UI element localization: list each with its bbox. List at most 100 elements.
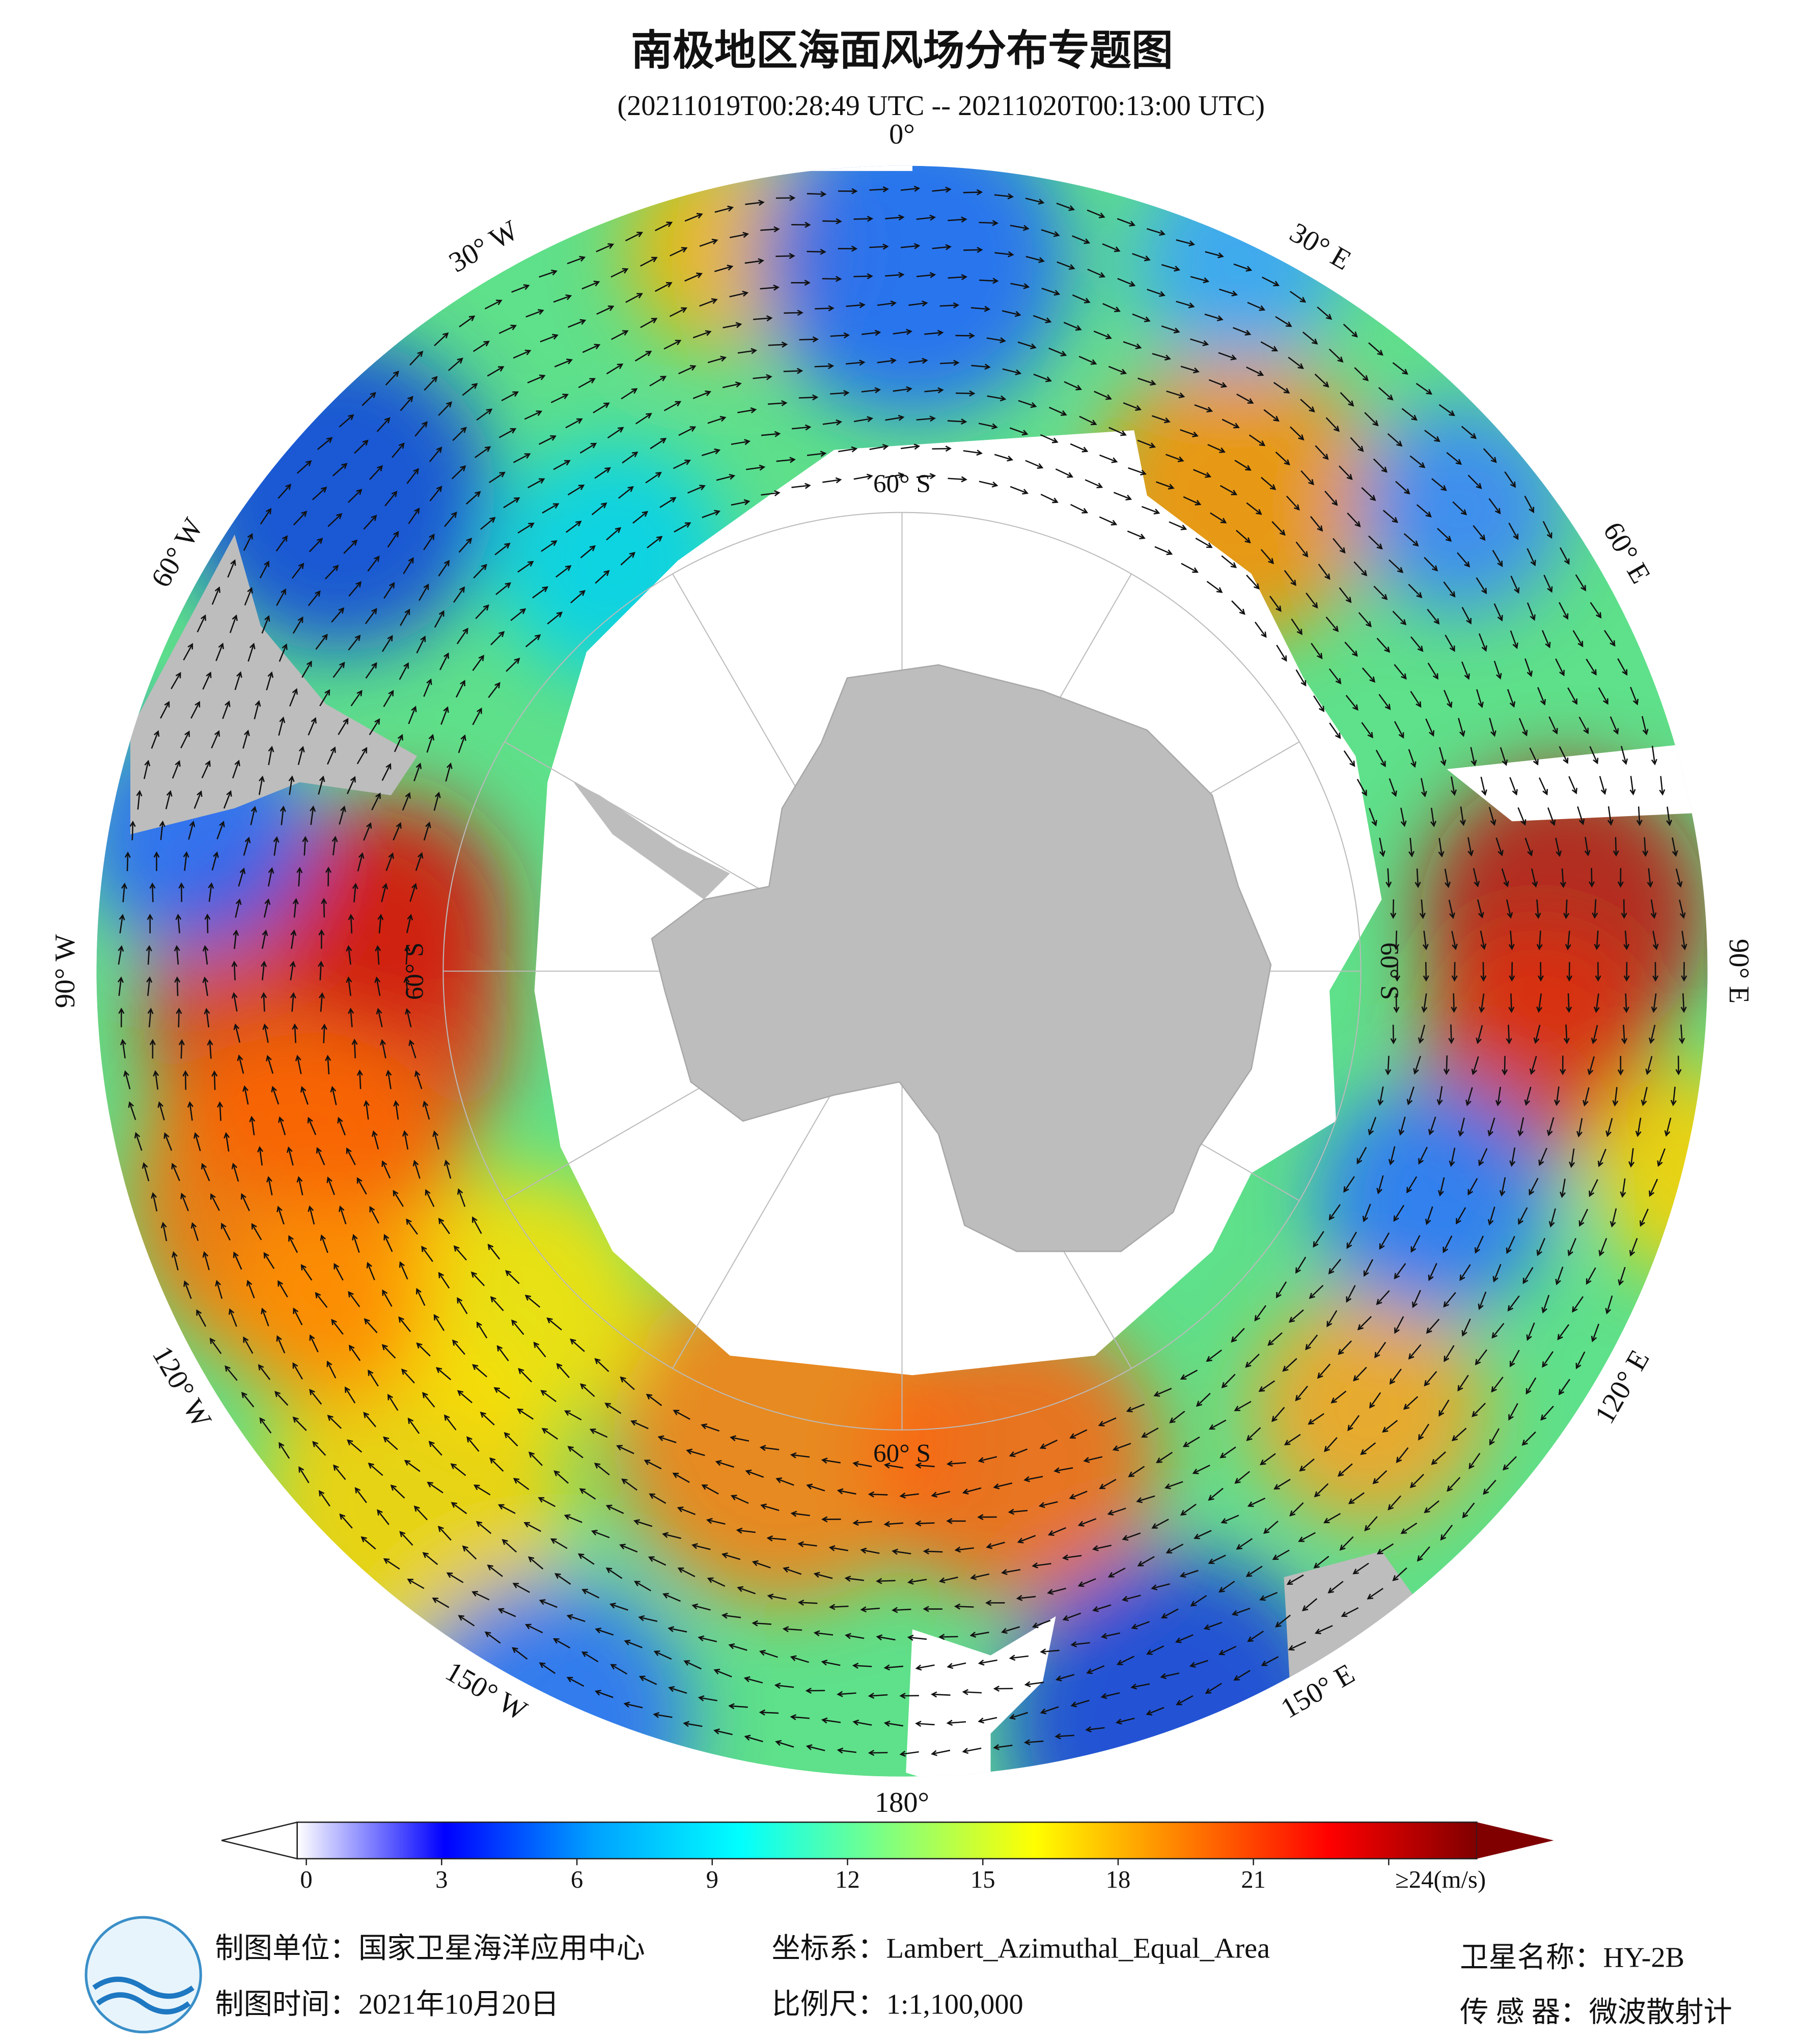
wind-arrow — [634, 350, 652, 362]
wind-arrow — [838, 188, 858, 194]
wind-arrow — [946, 1720, 966, 1726]
wind-arrow — [640, 257, 658, 267]
wind-arrow — [752, 1560, 771, 1569]
wind-arrow — [564, 1514, 582, 1523]
wind-arrow — [837, 1691, 856, 1697]
wind-arrow — [513, 1477, 530, 1490]
wind-arrow — [541, 1427, 559, 1440]
wind-arrow — [1207, 444, 1226, 453]
wind-arrow — [348, 914, 354, 934]
wind-arrow — [581, 1588, 600, 1599]
wind-arrow — [869, 186, 889, 192]
wind-arrow — [1260, 341, 1279, 352]
wind-arrow — [722, 381, 742, 388]
wind-arrow — [1282, 1358, 1297, 1372]
wind-arrow — [1475, 1349, 1488, 1365]
wind-arrow — [691, 1603, 711, 1611]
wind-arrow — [1275, 316, 1292, 327]
wind-arrow — [1461, 661, 1470, 680]
wind-arrow — [1408, 749, 1417, 768]
wind-arrow — [707, 1577, 726, 1587]
wind-arrow — [524, 1623, 543, 1634]
wind-arrow — [1546, 1117, 1555, 1136]
wind-arrow — [1181, 563, 1199, 573]
wind-arrow — [716, 473, 736, 481]
wind-arrow — [1568, 776, 1577, 795]
wind-arrow — [1659, 776, 1666, 796]
wind-arrow — [302, 836, 309, 856]
wind-arrow — [1411, 1290, 1421, 1308]
wind-arrow — [1392, 362, 1408, 375]
wind-arrow — [1233, 327, 1252, 336]
wind-arrow — [1479, 993, 1485, 1013]
wind-arrow — [979, 481, 998, 488]
wind-arrow — [1509, 777, 1518, 796]
wind-arrow — [473, 341, 490, 352]
wind-arrow — [1430, 807, 1437, 827]
wind-arrow — [317, 437, 333, 450]
wind-arrow — [595, 570, 610, 584]
wind-arrow — [470, 1271, 485, 1286]
wind-arrow — [729, 290, 749, 298]
wind-arrow — [822, 477, 842, 484]
wind-arrow — [790, 1714, 810, 1721]
wind-arrow — [327, 513, 343, 527]
wind-arrow — [1493, 660, 1502, 680]
footer-satellite: 卫星名称：HY-2B — [1460, 1942, 1684, 1974]
wind-arrow — [1206, 580, 1223, 593]
wind-arrow — [368, 1369, 379, 1387]
wind-arrow — [1431, 478, 1447, 491]
wind-arrow — [1040, 1706, 1059, 1715]
wind-arrow — [511, 1319, 524, 1335]
wind-arrow — [846, 302, 866, 309]
wind-arrow — [683, 1721, 703, 1727]
wind-arrow — [580, 545, 596, 558]
wind-arrow — [380, 1039, 386, 1058]
wind-arrow — [296, 460, 312, 474]
wind-arrow — [1123, 341, 1142, 349]
wind-arrow — [1587, 1056, 1595, 1076]
wind-arrow — [649, 1493, 667, 1504]
wind-arrow — [296, 866, 303, 887]
wind-arrow — [1408, 583, 1423, 599]
wind-arrow — [348, 1291, 360, 1307]
wind-arrow — [1247, 301, 1266, 311]
wind-arrow — [553, 1470, 569, 1484]
wind-arrow — [1675, 1055, 1682, 1076]
wind-arrow — [216, 821, 225, 839]
wind-arrow — [225, 1365, 238, 1381]
wind-arrow — [1500, 747, 1508, 766]
wind-arrow — [721, 1552, 741, 1560]
wind-arrow — [505, 1270, 520, 1284]
wind-arrow — [1333, 538, 1346, 554]
wind-arrow — [1300, 470, 1315, 486]
wind-arrow — [1586, 1267, 1596, 1285]
wind-arrow — [1137, 1556, 1155, 1566]
wind-arrow — [489, 471, 506, 483]
wind-arrow — [348, 581, 362, 597]
footer-scale: 比例尺：1:1,100,000 — [772, 1989, 1023, 2021]
wind-arrow — [1259, 1591, 1278, 1601]
wind-arrow — [1339, 1536, 1354, 1551]
wind-arrow — [1598, 1238, 1607, 1257]
wind-arrow — [151, 1192, 158, 1212]
wind-arrow — [487, 366, 505, 377]
wind-arrow — [1247, 1630, 1264, 1642]
wind-arrow — [1594, 930, 1600, 950]
wind-arrow — [415, 852, 424, 871]
wind-arrow — [768, 341, 788, 348]
wind-arrow — [891, 1607, 911, 1613]
wind-arrow — [900, 185, 921, 192]
wind-arrow — [1393, 993, 1400, 1013]
speed-blob — [1004, 1551, 1343, 1777]
wind-arrow — [231, 961, 238, 981]
wind-arrow — [1547, 807, 1556, 826]
wind-arrow — [1286, 1574, 1304, 1585]
wind-arrow — [476, 408, 493, 421]
wind-arrow — [434, 332, 449, 346]
wind-arrow — [775, 194, 796, 201]
wind-arrow — [593, 402, 610, 413]
wind-arrow — [1507, 1295, 1520, 1312]
wind-arrow — [994, 193, 1014, 200]
wind-arrow — [1190, 276, 1210, 284]
